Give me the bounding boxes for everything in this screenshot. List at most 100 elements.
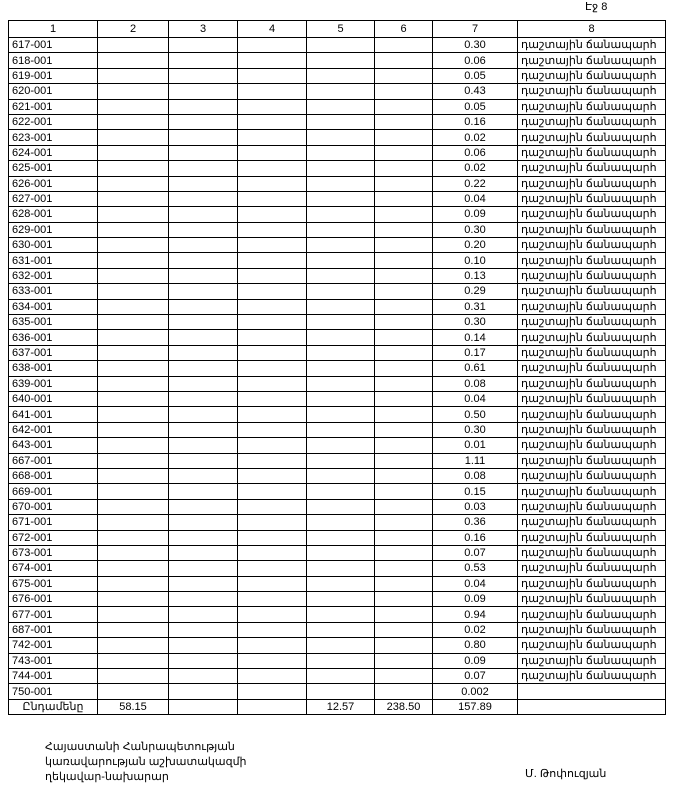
cell: [374, 498, 433, 516]
header-cell: 5: [306, 20, 375, 38]
cell: [97, 190, 169, 208]
cell: [168, 113, 238, 131]
table-row: 638-001 0.61 դաշտային ճանապարհ: [8, 360, 666, 377]
table-row: 619-001 0.05 դաշտային ճանապարհ: [8, 67, 666, 85]
cell: [97, 237, 169, 254]
cell: [237, 437, 307, 454]
table-row: 667-001 1.11 դաշտային ճանապարհ: [8, 452, 666, 469]
cell: [374, 283, 433, 300]
cell: [168, 329, 238, 346]
cell: [374, 36, 433, 54]
cell: 742-001: [8, 637, 98, 654]
cell: [97, 637, 169, 654]
cell: 670-001: [8, 498, 98, 516]
cell: [306, 467, 375, 485]
cell: [168, 160, 238, 177]
cell: [97, 298, 169, 316]
cell: [237, 498, 307, 516]
cell: 639-001: [8, 375, 98, 392]
cell: 0.09: [432, 591, 518, 608]
cell: 1.11: [432, 452, 518, 469]
cell: [237, 175, 307, 192]
table-row: 675-001 0.04 դաշտային ճանապարհ: [8, 575, 666, 593]
cell: 0.61: [432, 360, 518, 377]
cell: [168, 206, 238, 223]
table-row: 623-001 0.02 դաշտային ճանապարհ: [8, 129, 666, 146]
cell: [97, 606, 169, 623]
cell: [306, 360, 375, 377]
cell: [374, 329, 433, 346]
cell: 0.53: [432, 560, 518, 577]
cell: [97, 144, 169, 162]
cell: [374, 344, 433, 362]
cell: դաշտային ճանապարհ: [517, 360, 666, 377]
cell: [374, 190, 433, 208]
cell: դաշտային ճանապարհ: [517, 298, 666, 316]
table-row: 643-001 0.01 դաշտային ճանապարհ: [8, 437, 666, 454]
table-row: 620-001 0.43 դաշտային ճանապարհ: [8, 83, 666, 100]
cell: [97, 329, 169, 346]
cell: [97, 406, 169, 423]
cell: 0.80: [432, 637, 518, 654]
cell: [237, 221, 307, 239]
total-row: Ընդամենը 58.15 12.57 238.50 157.89: [8, 698, 666, 716]
cell: [168, 390, 238, 408]
cell: [168, 190, 238, 208]
table-row: 676-001 0.09 դաշտային ճանապարհ: [8, 591, 666, 608]
cell: [237, 652, 307, 670]
cell: [168, 375, 238, 392]
cell: դաշտային ճանապարհ: [517, 668, 666, 685]
table-row: 631-001 0.10 դաշտային ճանապարհ: [8, 252, 666, 269]
cell: [237, 344, 307, 362]
table-row: 744-001 0.07 դաշտային ճանապարհ: [8, 668, 666, 685]
header-cell: 8: [517, 20, 666, 38]
cell: [306, 267, 375, 285]
cell: [237, 683, 307, 700]
cell: [374, 360, 433, 377]
cell: դաշտային ճանապարհ: [517, 83, 666, 100]
cell: [306, 36, 375, 54]
cell: [168, 283, 238, 300]
cell: [374, 452, 433, 469]
cell: [374, 437, 433, 454]
cell: [306, 206, 375, 223]
cell: [97, 344, 169, 362]
cell: 630-001: [8, 237, 98, 254]
cell: 640-001: [8, 390, 98, 408]
cell: դաշտային ճանապարհ: [517, 344, 666, 362]
cell: [237, 83, 307, 100]
cell: [374, 83, 433, 100]
cell: [237, 591, 307, 608]
cell: [168, 560, 238, 577]
cell: 637-001: [8, 344, 98, 362]
cell: [517, 683, 666, 700]
table-row: 622-001 0.16 դաշտային ճանապարհ: [8, 113, 666, 131]
cell: [168, 421, 238, 439]
cell: 667-001: [8, 452, 98, 469]
cell: [168, 591, 238, 608]
cell: 0.16: [432, 529, 518, 546]
table: 1 2 3 4 5 6 7 8 617-001 0.30 դաշտային ճանապարհ 618-…: [8, 20, 666, 716]
cell: դաշտային ճանապարհ: [517, 113, 666, 131]
table-row: 618-001 0.06 դաշտային ճանապարհ: [8, 52, 666, 69]
cell: [306, 329, 375, 346]
cell: [168, 344, 238, 362]
cell: [374, 406, 433, 423]
cell: [168, 129, 238, 146]
cell: դաշտային ճանապարհ: [517, 452, 666, 469]
cell: 627-001: [8, 190, 98, 208]
cell: [168, 498, 238, 516]
cell: [97, 314, 169, 331]
cell: [306, 83, 375, 100]
cell: [237, 129, 307, 146]
cell: [168, 514, 238, 531]
cell: [168, 483, 238, 500]
table-row: 673-001 0.07 դաշտային ճանապարհ: [8, 544, 666, 562]
cell: 0.50: [432, 406, 518, 423]
table-row: 635-001 0.30 դաշտային ճանապարհ: [8, 314, 666, 331]
cell: [237, 467, 307, 485]
cell: 0.14: [432, 329, 518, 346]
cell: 0.15: [432, 483, 518, 500]
cell: 0.31: [432, 298, 518, 316]
cell: 625-001: [8, 160, 98, 177]
